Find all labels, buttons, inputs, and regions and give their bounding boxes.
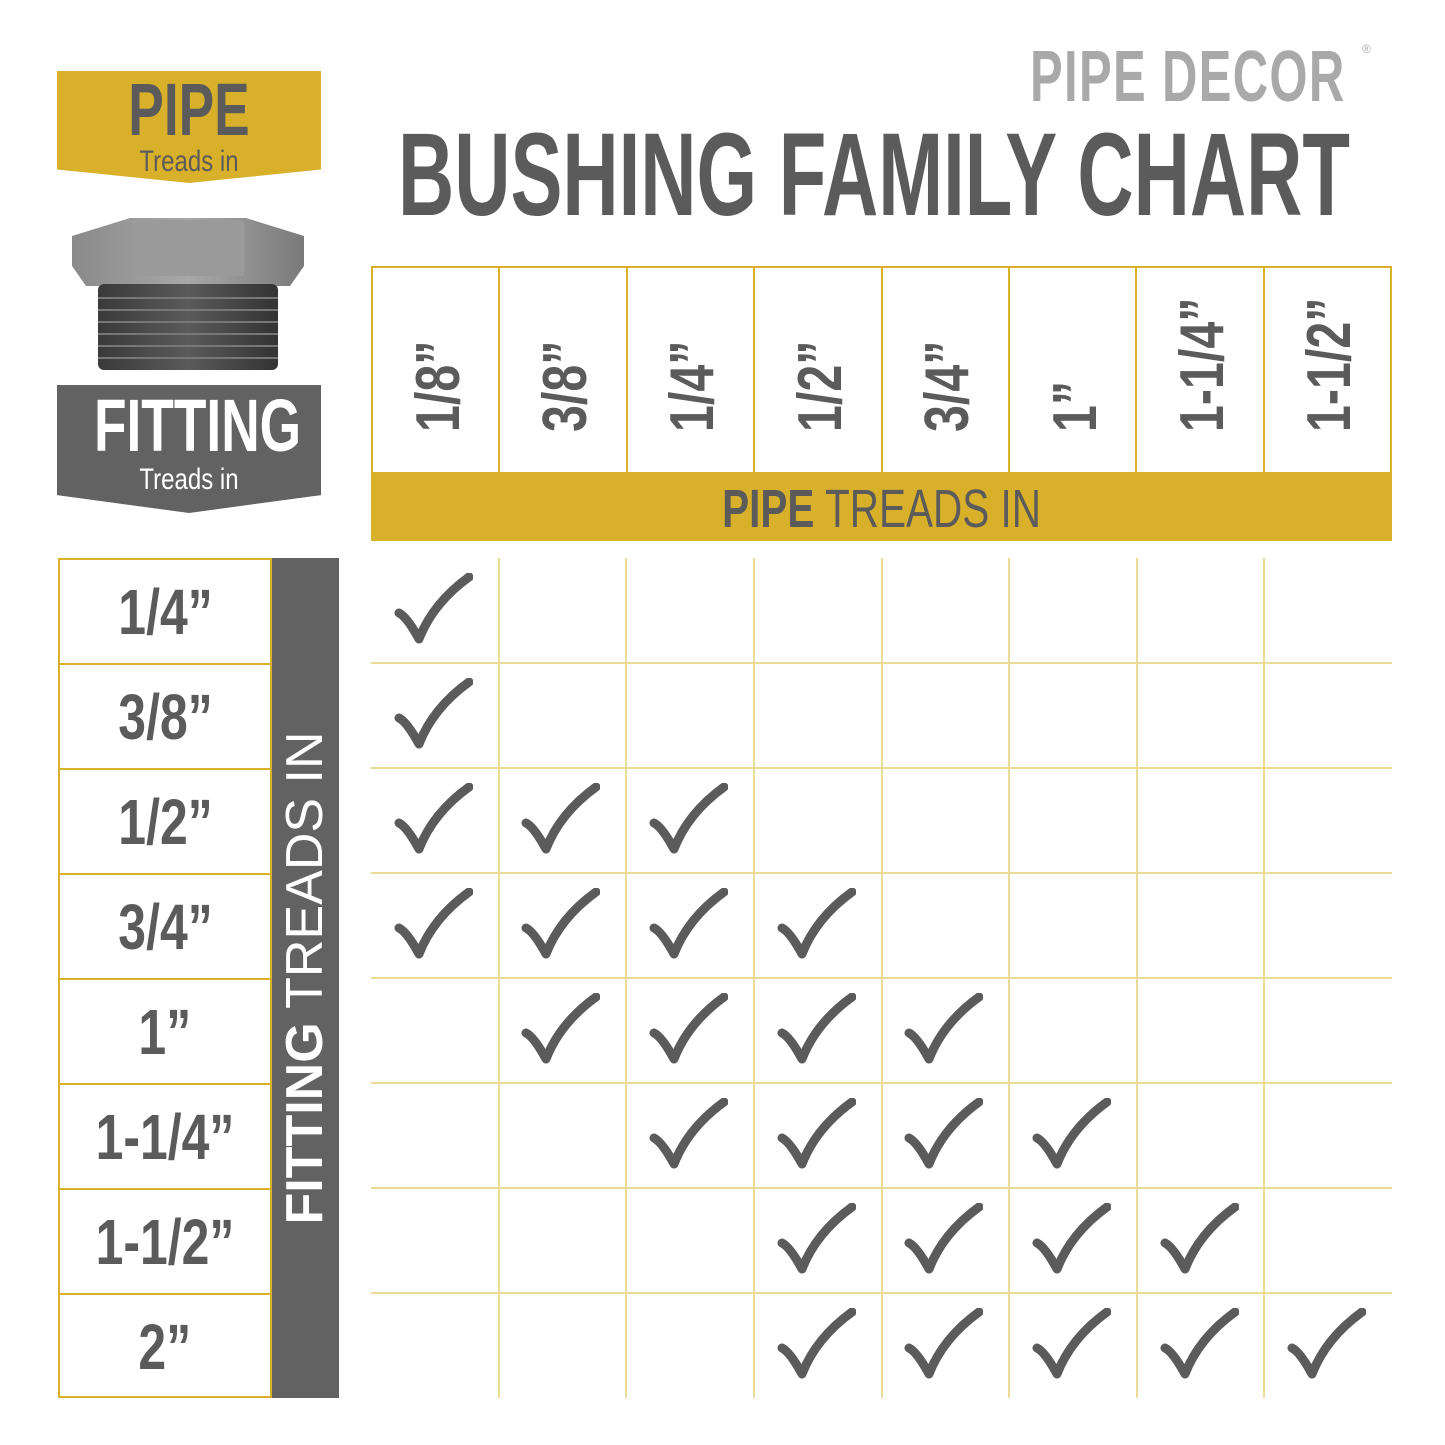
grid-line (371, 872, 1392, 874)
check-icon (904, 1097, 984, 1168)
pipe-axis-label: PIPE TREADS IN (371, 474, 1392, 541)
row-header: 1/4” (60, 560, 270, 665)
compatibility-grid (371, 558, 1392, 1398)
column-header: 1-1/4” (1137, 268, 1265, 472)
registered-mark: ® (1362, 42, 1371, 56)
column-header: 1/2” (755, 268, 883, 472)
row-header: 1-1/2” (60, 1190, 270, 1295)
column-header-label: 1” (1040, 380, 1110, 432)
check-icon (521, 992, 601, 1063)
row-header: 3/4” (60, 875, 270, 980)
fitting-legend-subtitle: Treads in (139, 463, 239, 496)
column-header-label: 3/4” (913, 340, 983, 432)
brand-logo: PIPE DECOR (1030, 37, 1346, 117)
bushing-image (72, 218, 304, 370)
column-header: 1” (1010, 268, 1138, 472)
fitting-legend-tag: FITTING Treads in (57, 385, 321, 513)
pipe-legend-subtitle: Treads in (139, 145, 239, 178)
grid-line (371, 662, 1392, 664)
row-header-column: 1/4” 3/8” 1/2” 3/4” 1” 1-1/4” 1-1/2” 2” (58, 558, 272, 1398)
column-header: 3/8” (500, 268, 628, 472)
row-header-label: 1/2” (117, 786, 213, 858)
check-icon (394, 572, 473, 643)
row-header: 2” (60, 1295, 270, 1400)
row-header-label: 1-1/2” (95, 1206, 235, 1278)
row-header-label: 1” (138, 996, 192, 1068)
fitting-legend-title: FITTING (93, 384, 302, 467)
column-header: 1-1/2” (1265, 268, 1390, 472)
row-header-label: 2” (138, 1311, 192, 1383)
row-header: 1-1/4” (60, 1085, 270, 1190)
check-icon (904, 992, 984, 1063)
check-icon (649, 782, 729, 853)
column-header-label: 3/8” (531, 340, 601, 432)
column-header-row: 1/8” 3/8” 1/4” 1/2” 3/4” 1” 1-1/4” 1-1/2” (371, 266, 1392, 474)
check-icon (1287, 1307, 1367, 1378)
check-icon (777, 887, 856, 958)
check-icon (777, 1097, 856, 1168)
check-icon (394, 887, 473, 958)
grid-line (371, 1187, 1392, 1189)
row-header-label: 1-1/4” (95, 1101, 235, 1173)
column-header: 3/4” (883, 268, 1010, 472)
check-icon (1160, 1307, 1239, 1378)
check-icon (649, 1097, 729, 1168)
check-icon (777, 992, 856, 1063)
fitting-axis-label: FITTING TREADS IN (272, 558, 339, 1398)
check-icon (904, 1307, 984, 1378)
check-icon (394, 677, 473, 748)
column-header-label: 1-1/4” (1167, 297, 1237, 432)
column-header: 1/8” (373, 268, 501, 472)
row-header-label: 3/8” (117, 681, 213, 753)
row-header: 1” (60, 980, 270, 1085)
column-header-label: 1/8” (403, 340, 473, 432)
check-icon (1032, 1097, 1111, 1168)
pipe-legend-title: PIPE (128, 68, 250, 151)
check-icon (1032, 1307, 1111, 1378)
column-header-label: 1-1/2” (1295, 297, 1365, 432)
row-header-label: 1/4” (117, 576, 213, 648)
check-icon (1032, 1202, 1111, 1273)
grid-line (371, 977, 1392, 979)
row-header: 3/8” (60, 665, 270, 770)
check-icon (521, 782, 601, 853)
check-icon (777, 1307, 856, 1378)
grid-line (371, 1082, 1392, 1084)
column-header-label: 1/4” (658, 340, 728, 432)
check-icon (904, 1202, 984, 1273)
pipe-legend-tag: PIPE Treads in (57, 71, 321, 183)
check-icon (394, 782, 473, 853)
check-icon (1160, 1202, 1239, 1273)
grid-line (371, 1292, 1392, 1294)
column-header: 1/4” (628, 268, 756, 472)
row-header-label: 3/4” (117, 891, 213, 963)
chart-title: BUSHING FAMILY CHART (398, 109, 1350, 241)
check-icon (649, 992, 729, 1063)
check-icon (649, 887, 729, 958)
check-icon (521, 887, 601, 958)
column-header-label: 1/2” (785, 340, 855, 432)
grid-line (371, 767, 1392, 769)
check-icon (777, 1202, 856, 1273)
row-header: 1/2” (60, 770, 270, 875)
